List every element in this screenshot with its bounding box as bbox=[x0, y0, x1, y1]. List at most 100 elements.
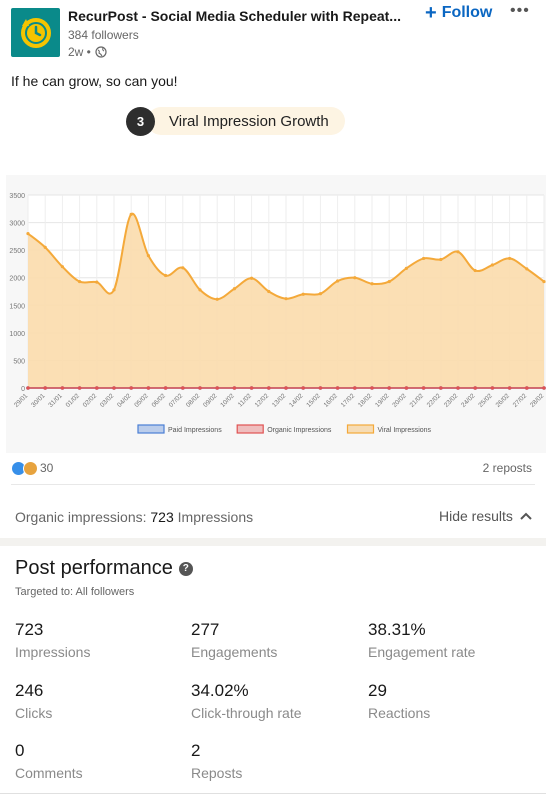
viral-impressions-point bbox=[95, 280, 99, 284]
performance-title: Post performance bbox=[15, 557, 173, 579]
metric-value: 38.31% bbox=[368, 620, 426, 639]
follow-button[interactable]: + Follow bbox=[425, 2, 493, 24]
step-badge: 3 Viral Impression Growth bbox=[126, 106, 345, 136]
viral-impressions-point bbox=[112, 288, 116, 292]
post-performance-heading: Post performance ? bbox=[15, 557, 193, 580]
viral-impressions-point bbox=[198, 288, 202, 292]
baseline-series-point bbox=[26, 386, 30, 390]
more-options-icon[interactable]: ••• bbox=[510, 2, 530, 19]
x-tick-label: 10/02 bbox=[219, 392, 236, 409]
viral-impressions-point bbox=[215, 297, 219, 301]
x-tick-label: 05/02 bbox=[133, 392, 150, 409]
metric-value: 29 bbox=[368, 681, 387, 700]
viral-impressions-point bbox=[60, 265, 64, 269]
metric-label: Impressions bbox=[15, 644, 91, 660]
baseline-series-point bbox=[353, 386, 357, 390]
metric-value: 0 bbox=[15, 741, 25, 760]
viral-impressions-point bbox=[78, 279, 82, 284]
x-tick-label: 15/02 bbox=[305, 392, 322, 409]
baseline-series-point bbox=[525, 386, 529, 390]
metric-reactions: 29 Reactions bbox=[368, 681, 430, 721]
baseline-series-point bbox=[473, 386, 478, 390]
x-tick-label: 27/02 bbox=[512, 392, 529, 409]
metric-comments: 0 Comments bbox=[15, 741, 83, 781]
baseline-series-point bbox=[198, 386, 202, 390]
reposts-link[interactable]: 2 reposts bbox=[482, 461, 532, 475]
metric-value: 34.02% bbox=[191, 681, 249, 700]
y-tick-label: 500 bbox=[13, 358, 25, 365]
viral-impressions-point bbox=[181, 266, 185, 270]
metric-label: Reposts bbox=[191, 765, 243, 781]
viral-impressions-point bbox=[353, 276, 357, 280]
y-tick-label: 2000 bbox=[9, 276, 25, 283]
viral-impressions-point bbox=[318, 292, 322, 296]
metric-label: Engagements bbox=[191, 644, 278, 660]
baseline-series-point bbox=[95, 386, 99, 390]
legend-swatch bbox=[236, 424, 264, 434]
viral-impressions-point bbox=[129, 212, 133, 216]
company-logo[interactable] bbox=[11, 8, 60, 57]
legend-label: Viral Impressions bbox=[378, 427, 432, 434]
x-tick-label: 06/02 bbox=[151, 392, 168, 409]
viral-impressions-point bbox=[146, 254, 150, 258]
organic-label: Organic impressions: bbox=[15, 509, 147, 525]
author-name[interactable]: RecurPost - Social Media Scheduler with … bbox=[68, 8, 401, 24]
x-tick-label: 04/02 bbox=[116, 392, 133, 409]
organic-value: 723 bbox=[150, 509, 174, 525]
x-tick-label: 14/02 bbox=[288, 392, 305, 409]
metric-engagement-rate: 38.31% Engagement rate bbox=[368, 620, 475, 660]
baseline-series-point bbox=[301, 386, 306, 390]
reaction-icons[interactable] bbox=[11, 461, 38, 476]
x-tick-label: 18/02 bbox=[357, 392, 374, 409]
viral-impressions-point bbox=[508, 256, 512, 261]
baseline-series-point bbox=[284, 386, 288, 390]
viral-impressions-point bbox=[26, 232, 30, 236]
viral-impressions-area bbox=[28, 213, 544, 388]
social-counts: 30 2 reposts bbox=[0, 456, 546, 486]
plus-icon: + bbox=[425, 2, 437, 24]
x-tick-label: 11/02 bbox=[237, 392, 253, 408]
metric-impressions: 723 Impressions bbox=[15, 620, 90, 660]
baseline-series-point bbox=[112, 386, 116, 390]
baseline-series-point bbox=[181, 386, 185, 390]
hide-results-button[interactable]: Hide results bbox=[439, 508, 533, 524]
baseline-series-point bbox=[439, 386, 443, 390]
reaction-count[interactable]: 30 bbox=[40, 461, 54, 475]
post-text: If he can grow, so can you! bbox=[11, 73, 178, 89]
viral-impressions-point bbox=[439, 257, 443, 262]
viral-impressions-point bbox=[525, 267, 529, 271]
hide-results-label: Hide results bbox=[439, 508, 513, 524]
baseline-series-point bbox=[507, 386, 512, 390]
chevron-up-icon bbox=[520, 512, 532, 520]
globe-icon bbox=[95, 46, 107, 58]
clock-recur-icon bbox=[20, 17, 51, 48]
baseline-series-point bbox=[318, 386, 323, 390]
viral-impressions-point bbox=[164, 273, 168, 278]
baseline-series-point bbox=[421, 386, 426, 390]
baseline-series-point bbox=[370, 386, 374, 390]
impressions-chart[interactable]: 0 500 1000 1500 2000 2500 3000 3500 29/01 30/01 31… bbox=[6, 175, 546, 453]
x-tick-label: 23/02 bbox=[443, 392, 460, 409]
baseline-series-point bbox=[249, 386, 254, 390]
chart-svg: 0 500 1000 1500 2000 2500 3000 3500 29/01 30/01 31… bbox=[9, 193, 546, 434]
y-tick-label: 0 bbox=[21, 386, 25, 393]
organic-impressions-summary: Organic impressions: 723 Impressions bbox=[15, 509, 253, 525]
x-tick-label: 28/02 bbox=[529, 392, 546, 409]
viral-impressions-point bbox=[267, 289, 271, 294]
metric-label: Clicks bbox=[15, 705, 53, 721]
x-tick-label: 01/02 bbox=[65, 392, 82, 409]
baseline-series-point bbox=[43, 386, 47, 390]
help-icon[interactable]: ? bbox=[178, 561, 193, 576]
step-label: Viral Impression Growth bbox=[147, 107, 345, 135]
baseline-series-point bbox=[335, 386, 340, 390]
viral-impressions-point bbox=[301, 292, 305, 296]
post-header: RecurPost - Social Media Scheduler with … bbox=[0, 0, 546, 64]
follower-count: 384 followers bbox=[68, 28, 139, 42]
baseline-series-point bbox=[163, 386, 168, 390]
follow-label: Follow bbox=[441, 4, 493, 21]
post-meta: 2w • bbox=[68, 45, 107, 59]
y-tick-label: 1000 bbox=[9, 331, 25, 338]
baseline-series-point bbox=[404, 386, 409, 390]
legend-swatch bbox=[346, 424, 375, 434]
legend-swatch bbox=[137, 424, 165, 434]
